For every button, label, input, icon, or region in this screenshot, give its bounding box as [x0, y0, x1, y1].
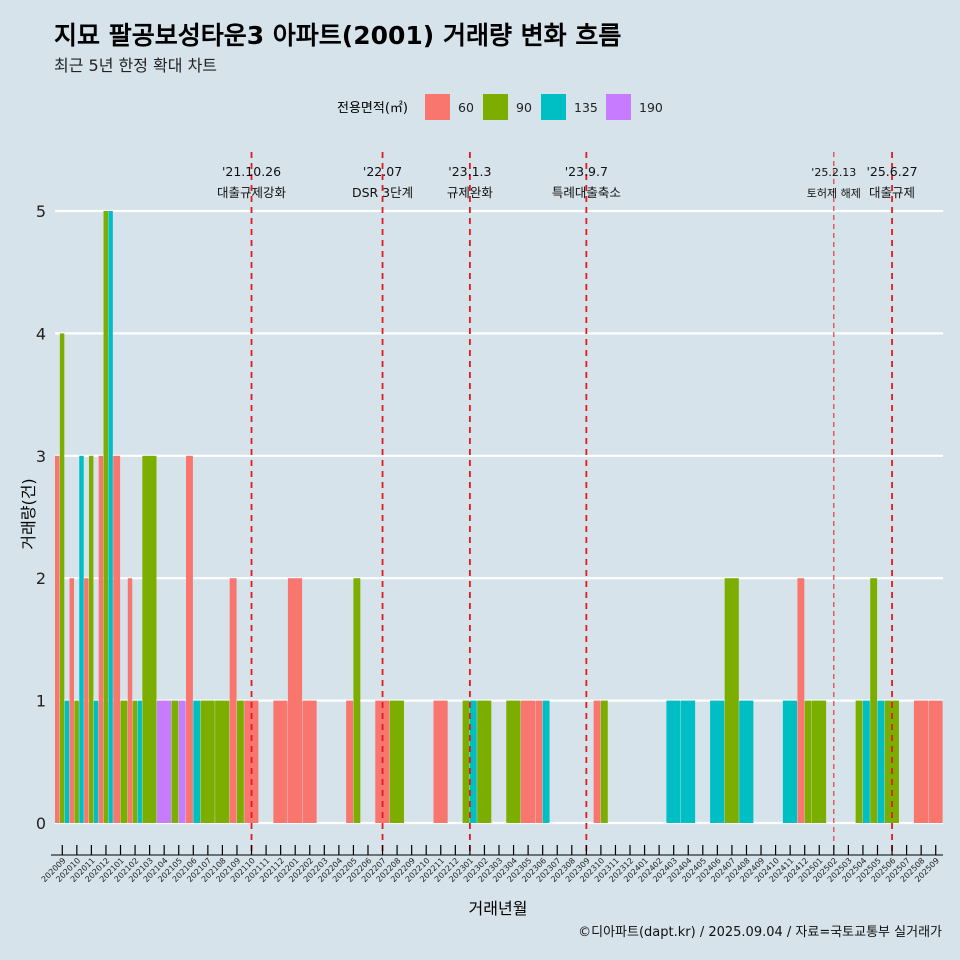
legend-title: 전용면적(㎡) [337, 101, 408, 116]
bars [55, 211, 943, 823]
x-axis-label: 거래년월 [469, 899, 528, 918]
legend-swatch-60 [425, 94, 450, 120]
legend-swatch-135 [541, 94, 566, 120]
bar-60-202102 [127, 578, 133, 823]
bar-90-202012 [103, 211, 108, 823]
event-date: '21.10.26 [222, 164, 281, 179]
bar-135-202403 [666, 700, 681, 823]
bar-60-202010 [69, 578, 75, 823]
legend-label-60: 60 [458, 100, 474, 115]
bar-90-202103 [142, 455, 157, 823]
y-tick-label: 2 [36, 569, 46, 588]
bar-135-202011 [93, 700, 99, 823]
bar-135-202010 [79, 455, 84, 823]
bar-60-202306 [535, 700, 543, 823]
bar-135-202102 [137, 700, 142, 823]
y-tick-label: 5 [36, 202, 46, 221]
bar-90-202304 [506, 700, 521, 823]
bar-90-202412 [804, 700, 812, 823]
event-label: 대출규제 [869, 185, 915, 200]
bar-90-202501 [811, 700, 827, 823]
bar-60-202509 [928, 700, 943, 823]
y-tick-label: 0 [36, 814, 46, 833]
bar-90-202310 [600, 700, 608, 823]
bar-135-202505 [877, 700, 885, 823]
bar-135-202306 [542, 700, 550, 823]
event-label: DSR 3단계 [352, 185, 413, 200]
event-label: 토허제 해제 [807, 186, 861, 200]
bar-90-202107 [200, 700, 215, 823]
y-tick-label: 1 [36, 692, 46, 711]
event-date: '25.6.27 [866, 164, 917, 179]
legend: 전용면적(㎡) 60 90 135 190 [337, 94, 663, 120]
bar-60-202310 [593, 700, 601, 823]
bar-135-202406 [710, 700, 725, 823]
event-lines: '21.10.26 대출규제강화 '22.07 DSR 3단계 '23.1.3 규제완화 '… [217, 152, 918, 855]
bar-60-202211 [433, 700, 448, 823]
legend-swatch-190 [606, 94, 631, 120]
bar-90-202505 [870, 578, 878, 823]
bar-90-202011 [88, 455, 94, 823]
bar-90-202407 [724, 578, 739, 823]
bar-135-202012 [108, 211, 113, 823]
chart-subtitle: 최근 5년 한정 확대 차트 [54, 56, 218, 75]
y-tick-label: 4 [36, 324, 46, 343]
bar-60-202009 [55, 455, 60, 823]
event-date: '25.2.13 [811, 166, 856, 179]
bar-135-202106 [193, 700, 201, 823]
bar-135-202411 [782, 700, 798, 823]
bar-90-202205 [353, 578, 361, 823]
bar-60-202112 [273, 700, 288, 823]
event-label: 대출규제강화 [217, 185, 287, 200]
bar-135-202009 [64, 700, 70, 823]
bar-90-202302 [477, 700, 492, 823]
bar-60-202011 [84, 578, 89, 823]
bar-60-202109 [229, 578, 237, 823]
bar-60-202202 [302, 700, 317, 823]
bar-190-202105 [178, 700, 186, 823]
bar-60-202201 [287, 578, 303, 823]
bar-60-202205 [346, 700, 354, 823]
bar-190-202104 [156, 700, 172, 823]
bar-90-202102 [132, 700, 138, 823]
bar-90-202504 [855, 700, 863, 823]
bar-60-202101 [113, 455, 121, 823]
event-label: 규제완화 [447, 185, 494, 200]
legend-swatch-90 [483, 94, 508, 120]
y-tick-label: 3 [36, 447, 46, 466]
bar-60-202508 [913, 700, 929, 823]
bar-60-202412 [797, 578, 805, 823]
bar-135-202301 [469, 700, 477, 823]
event-label: 특례대출축소 [552, 185, 621, 200]
bar-90-202010 [74, 700, 79, 823]
bar-135-202404 [680, 700, 696, 823]
bar-90-202108 [215, 700, 230, 823]
event-date: '23.1.3 [448, 164, 491, 179]
bar-90-202301 [462, 700, 470, 823]
legend-label-190: 190 [639, 100, 663, 115]
bar-135-202408 [739, 700, 754, 823]
bar-60-202106 [186, 455, 193, 823]
y-axis-label: 거래량(건) [19, 478, 38, 549]
source-caption: ©디아파트(dapt.kr) / 2025.09.04 / 자료=국토교통부 실… [578, 925, 942, 940]
event-date: '22.07 [363, 164, 402, 179]
event-date: '23.9.7 [565, 164, 608, 179]
bar-90-202105 [171, 700, 179, 823]
legend-label-135: 135 [574, 100, 598, 115]
bar-60-202012 [98, 455, 104, 823]
legend-label-90: 90 [516, 100, 532, 115]
chart-title: 지묘 팔공보성타운3 아파트(2001) 거래량 변화 흐름 [54, 21, 622, 50]
bar-60-202305 [520, 700, 535, 823]
bar-90-202009 [59, 333, 65, 823]
bar-135-202504 [862, 700, 870, 823]
bar-90-202208 [389, 700, 404, 823]
bar-90-202101 [120, 700, 128, 823]
bar-90-202109 [236, 700, 244, 823]
